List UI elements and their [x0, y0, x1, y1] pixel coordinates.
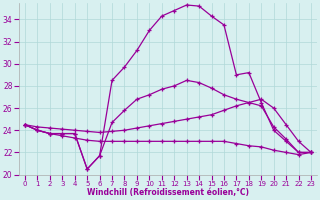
X-axis label: Windchill (Refroidissement éolien,°C): Windchill (Refroidissement éolien,°C) [87, 188, 249, 197]
